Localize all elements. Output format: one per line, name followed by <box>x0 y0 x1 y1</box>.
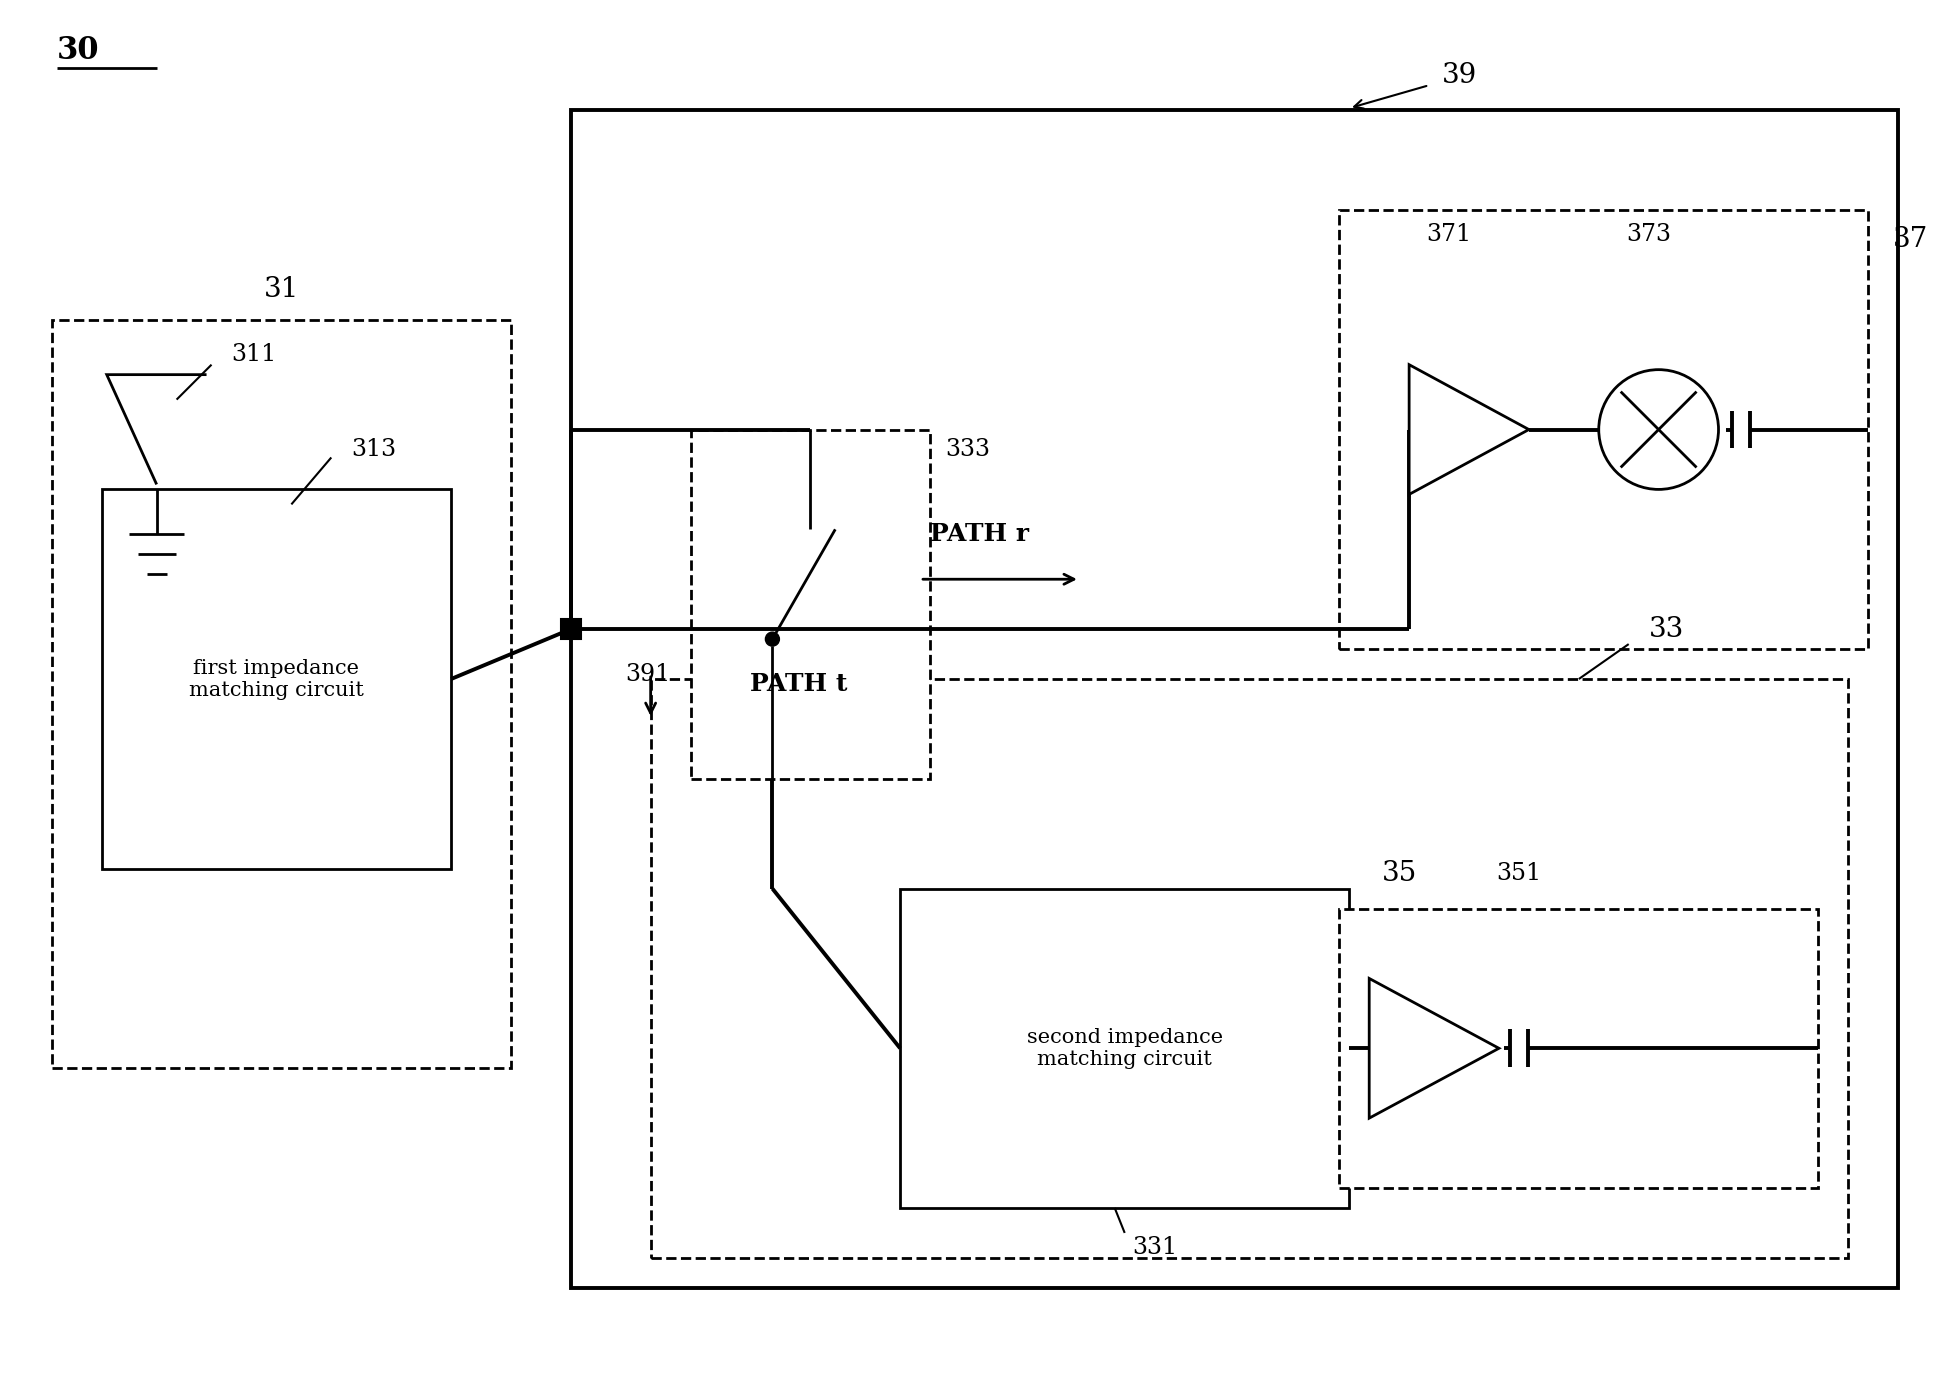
Bar <box>571 110 1897 1288</box>
Bar <box>901 889 1349 1208</box>
Text: 31: 31 <box>263 276 298 303</box>
Circle shape <box>1599 369 1718 489</box>
Text: 313: 313 <box>351 438 396 461</box>
Text: PATH t: PATH t <box>751 672 848 696</box>
Bar <box>651 679 1849 1258</box>
Bar <box>562 619 581 639</box>
Text: 39: 39 <box>1441 61 1476 89</box>
Text: 333: 333 <box>946 438 991 461</box>
Text: 351: 351 <box>1496 863 1541 885</box>
Polygon shape <box>1369 978 1500 1118</box>
Bar <box>1340 908 1817 1188</box>
Text: 371: 371 <box>1427 224 1472 246</box>
Bar <box>1340 210 1868 649</box>
Text: 373: 373 <box>1626 224 1671 246</box>
Bar <box>53 319 511 1068</box>
Text: 311: 311 <box>232 343 277 367</box>
Text: 331: 331 <box>1133 1236 1178 1260</box>
Text: 35: 35 <box>1381 860 1418 888</box>
Text: first impedance
matching circuit: first impedance matching circuit <box>189 658 365 700</box>
Text: 33: 33 <box>1648 615 1685 643</box>
Circle shape <box>766 632 780 646</box>
Text: 30: 30 <box>57 35 99 67</box>
Text: 37: 37 <box>1893 226 1929 253</box>
Bar <box>690 429 930 779</box>
Bar <box>101 489 450 868</box>
Polygon shape <box>1410 365 1529 494</box>
Text: 391: 391 <box>626 663 671 686</box>
Text: PATH r: PATH r <box>930 522 1030 546</box>
Text: second impedance
matching circuit: second impedance matching circuit <box>1026 1028 1223 1068</box>
